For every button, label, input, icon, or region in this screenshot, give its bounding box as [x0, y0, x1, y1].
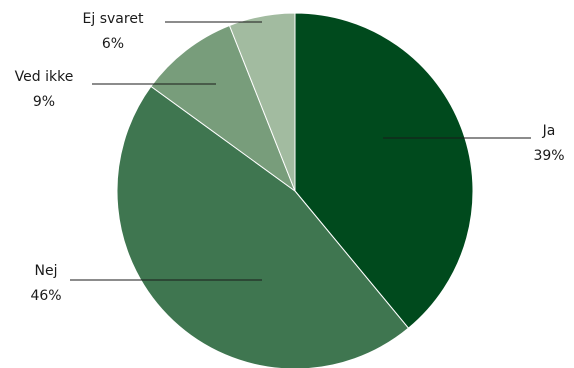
slice-label-nej: Nej 46% [30, 263, 61, 304]
slice-label-ved-ikke: Ved ikke 9% [15, 69, 74, 110]
slice-label-ja-value: 39% [533, 148, 564, 164]
leader-lines [70, 21, 531, 281]
pie-slice-ja [294, 12, 474, 329]
pie-slice-ej-svaret [228, 12, 296, 192]
slice-label-ja: Ja 39% [533, 123, 564, 164]
slice-label-ej-svaret-name: Ej svaret [83, 11, 144, 27]
slice-label-ej-svaret-value: 6% [102, 36, 124, 52]
pie-slice-nej [116, 85, 410, 368]
slice-label-nej-name: Nej [35, 263, 58, 279]
slice-label-nej-value: 46% [30, 288, 61, 304]
slice-label-ved-ikke-name: Ved ikke [15, 69, 74, 85]
slice-label-ved-ikke-value: 9% [33, 94, 55, 110]
pie-slices [116, 12, 474, 368]
slice-label-ej-svaret: Ej svaret 6% [83, 11, 144, 52]
slice-label-ja-name: Ja [542, 123, 556, 139]
